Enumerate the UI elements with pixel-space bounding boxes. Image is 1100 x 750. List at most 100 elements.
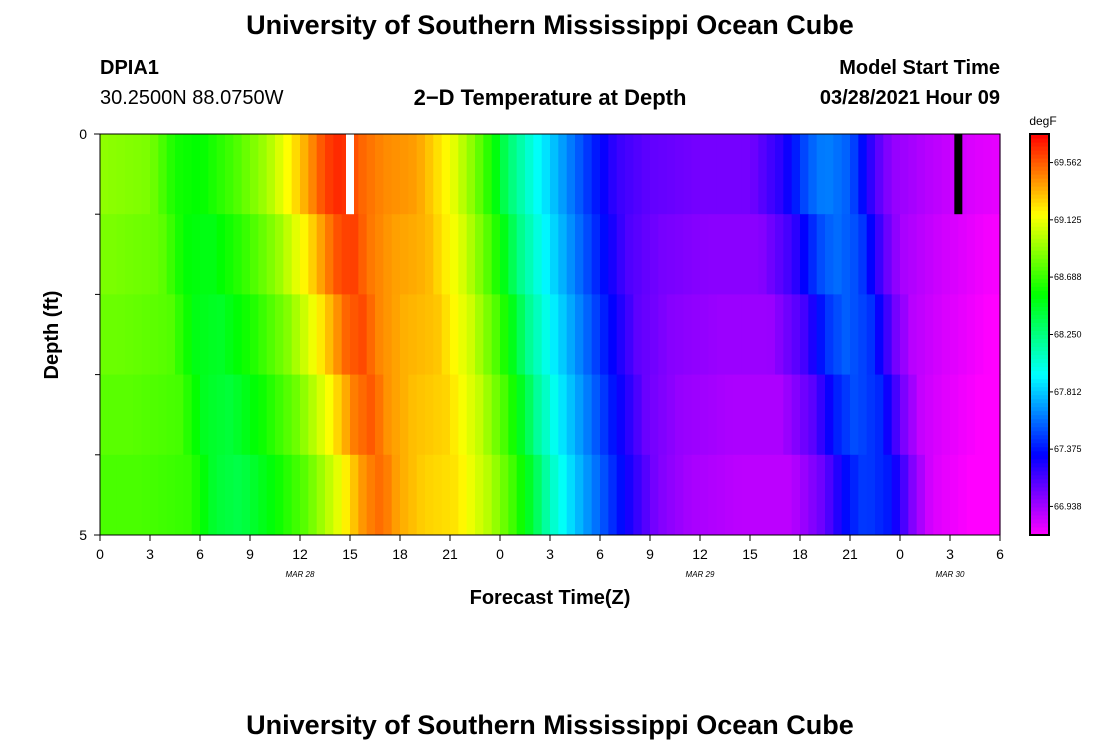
heatmap-cell — [400, 294, 409, 375]
heatmap-cell — [291, 374, 301, 456]
colorbar-segment — [1030, 190, 1049, 195]
x-tick-label: 15 — [342, 546, 358, 562]
heatmap-cell — [650, 134, 659, 215]
heatmap-cell — [991, 454, 1001, 536]
heatmap-cell — [458, 454, 468, 536]
heatmap-cell — [116, 214, 126, 295]
heatmap-cell — [641, 294, 651, 375]
heatmap-cell — [708, 374, 718, 456]
heatmap-cell — [850, 374, 859, 456]
x-tick-label: 6 — [996, 546, 1004, 562]
x-tick-label: 0 — [96, 546, 104, 562]
footer-title: University of Southern Mississippi Ocean… — [246, 710, 854, 740]
heatmap-cell — [733, 454, 743, 536]
date-label: MAR 28 — [286, 570, 315, 579]
heatmap-cell — [758, 374, 768, 456]
heatmap-cell — [158, 374, 168, 456]
heatmap-cell — [416, 454, 426, 536]
heatmap-cell — [808, 294, 818, 375]
heatmap-cell — [858, 454, 868, 536]
heatmap-cell — [475, 214, 484, 295]
heatmap-cell — [475, 454, 484, 536]
heatmap-cell — [916, 294, 926, 375]
colorbar-segment — [1030, 154, 1049, 159]
heatmap-cell — [408, 214, 418, 295]
heatmap-cell — [108, 454, 118, 536]
heatmap-cell — [133, 214, 143, 295]
colorbar-segment — [1030, 382, 1049, 388]
heatmap-cell — [566, 374, 576, 456]
heatmap-cell — [216, 294, 226, 375]
heatmap-cell — [500, 214, 509, 295]
heatmap-cell — [316, 294, 326, 375]
heatmap-cell — [883, 294, 893, 375]
heatmap-cell — [841, 214, 851, 295]
heatmap-cell — [966, 374, 976, 456]
heatmap-cell — [408, 454, 418, 536]
heatmap-cell — [341, 294, 351, 375]
heatmap-cell — [150, 214, 159, 295]
heatmap-cell — [225, 134, 234, 215]
heatmap-cell — [225, 294, 234, 375]
heatmap-cell — [283, 134, 293, 215]
heatmap-cell — [766, 374, 776, 456]
heatmap-cell — [183, 134, 193, 215]
colorbar-segment — [1030, 426, 1049, 432]
heatmap-cell — [600, 454, 609, 536]
heatmap-cell — [333, 134, 343, 215]
heatmap-cell — [841, 294, 851, 375]
heatmap-cell — [408, 294, 418, 375]
x-tick-label: 18 — [392, 546, 408, 562]
colorbar-segment — [1030, 238, 1049, 243]
colorbar-segment — [1030, 270, 1049, 275]
heatmap-cell — [258, 294, 268, 375]
heatmap-cell — [533, 454, 543, 536]
heatmap-cell — [991, 374, 1001, 456]
heatmap-cell — [733, 134, 743, 215]
heatmap-cell — [383, 374, 393, 456]
heatmap-cell — [391, 374, 401, 456]
heatmap-cell — [500, 374, 509, 456]
heatmap-cell — [466, 134, 476, 215]
heatmap-cell — [216, 134, 226, 215]
heatmap-cell — [166, 454, 176, 536]
heatmap-cell — [316, 454, 326, 536]
heatmap-cell — [416, 294, 426, 375]
heatmap-cell — [816, 214, 826, 295]
heatmap-cell — [100, 214, 109, 295]
heatmap-cell — [425, 214, 434, 295]
colorbar-tick-label: 66.938 — [1054, 501, 1082, 511]
heatmap-cell — [800, 214, 809, 295]
heatmap-cell — [533, 374, 543, 456]
colorbar-segment — [1030, 446, 1049, 452]
colorbar-segment — [1030, 374, 1049, 380]
colorbar-segment — [1030, 298, 1049, 303]
x-tick-label: 15 — [742, 546, 758, 562]
heatmap-cell — [466, 294, 476, 375]
heatmap-cell — [208, 294, 218, 375]
colorbar-tick-label: 68.688 — [1054, 272, 1082, 282]
heatmap-cell — [675, 294, 684, 375]
heatmap-cell — [608, 454, 618, 536]
heatmap-cell — [275, 134, 284, 215]
heatmap-cell — [633, 374, 643, 456]
station-coordinates: 30.2500N 88.0750W — [100, 87, 284, 109]
heatmap-cell — [300, 214, 309, 295]
heatmap-cell — [525, 134, 534, 215]
heatmap-cell — [658, 134, 668, 215]
heatmap-cell — [958, 134, 968, 215]
colorbar-segment — [1030, 414, 1049, 420]
colorbar-segment — [1030, 366, 1049, 372]
heatmap-cell — [208, 134, 218, 215]
colorbar-segment — [1030, 306, 1049, 311]
heatmap-cell — [116, 134, 126, 215]
heatmap-cell — [425, 454, 434, 536]
colorbar-tick-label: 69.562 — [1054, 158, 1082, 168]
heatmap-cell — [658, 374, 668, 456]
colorbar-segment — [1030, 358, 1049, 364]
heatmap-cell — [316, 134, 326, 215]
heatmap-cell — [100, 454, 109, 536]
date-label: MAR 30 — [936, 570, 965, 579]
heatmap-cell — [850, 454, 859, 536]
